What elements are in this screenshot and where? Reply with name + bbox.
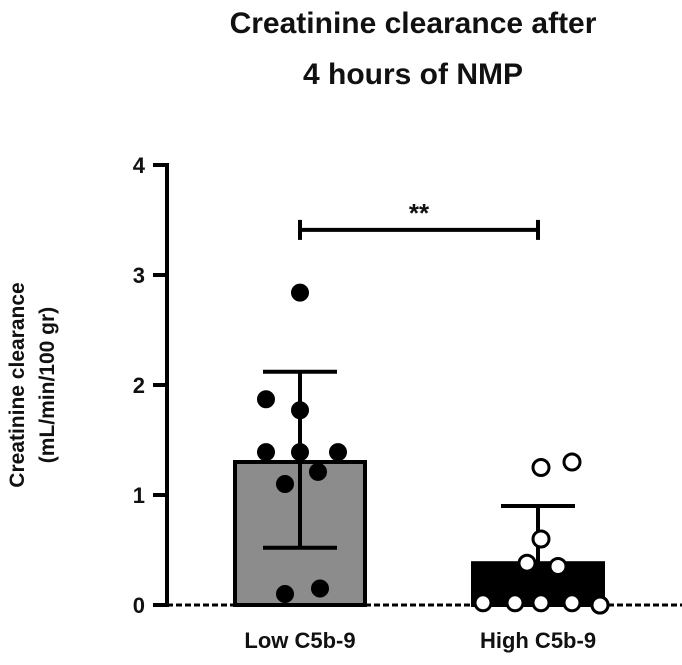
point-low-8	[311, 579, 329, 598]
point-low-1	[257, 390, 275, 409]
plot-area: 0 1 2 3 4 Low C5b-9 High C5b-9 **	[133, 153, 682, 653]
point-high-10	[590, 595, 610, 615]
point-high-4	[548, 557, 568, 576]
x-category-label-0: Low C5b-9	[244, 628, 355, 653]
point-high-7	[531, 593, 551, 613]
y-tick-label-3: 3	[133, 263, 145, 288]
x-category-label-1: High C5b-9	[480, 628, 596, 653]
point-low-2	[291, 401, 309, 420]
point-low-4	[291, 443, 309, 462]
y-tick-label-0: 0	[133, 593, 145, 618]
point-high-1	[531, 458, 551, 477]
point-low-9	[276, 585, 294, 603]
point-high-0	[562, 452, 582, 472]
y-axis-label-line-2: (mL/min/100 gr)	[36, 307, 59, 463]
point-high-3	[517, 553, 537, 573]
point-high-2	[531, 529, 551, 549]
y-tick-label-1: 1	[133, 483, 145, 508]
chart-title-line-2: 4 hours of NMP	[303, 58, 523, 91]
point-low-5	[329, 443, 347, 462]
y-tick-label-4: 4	[133, 153, 146, 178]
y-tick-label-2: 2	[133, 373, 145, 398]
point-low-3	[257, 443, 275, 462]
point-low-6	[309, 462, 327, 481]
point-high-8	[562, 593, 582, 613]
y-axis-label-line-1: Creatinine clearance	[6, 282, 29, 487]
y-axis-label: Creatinine clearance (mL/min/100 gr)	[6, 282, 59, 487]
chart-title-line-1: Creatinine clearance after	[230, 7, 597, 40]
point-high-5	[473, 593, 493, 613]
significance-label: **	[409, 198, 430, 228]
point-low-7	[276, 475, 294, 493]
point-high-6	[505, 593, 525, 613]
point-low-0	[291, 283, 309, 302]
